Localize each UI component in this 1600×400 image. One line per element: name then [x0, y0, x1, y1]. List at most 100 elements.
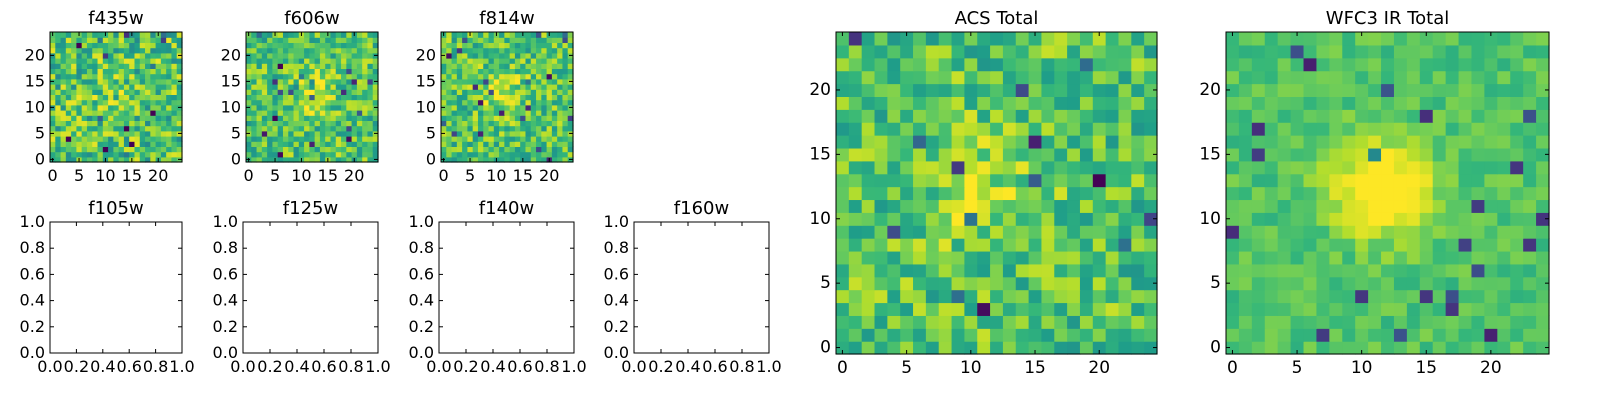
- heatmap-cell: [504, 141, 511, 147]
- heatmap-cell: [298, 136, 305, 142]
- heatmap-cell: [493, 120, 500, 127]
- heatmap-cell: [477, 99, 484, 106]
- heatmap-cell: [1523, 160, 1537, 175]
- x-tick-label: 0.4: [90, 357, 115, 376]
- heatmap-cell: [1079, 122, 1094, 136]
- heatmap-cell: [1264, 186, 1279, 201]
- heatmap-cell: [541, 110, 548, 116]
- heatmap-cell: [118, 136, 125, 142]
- heatmap-cell: [246, 73, 252, 80]
- heatmap-cell: [456, 73, 463, 80]
- heatmap-cell: [1316, 83, 1330, 97]
- heatmap-cell: [887, 173, 901, 188]
- heatmap-cell: [293, 68, 300, 75]
- heatmap-cell: [1002, 160, 1017, 175]
- heatmap-cell: [874, 250, 888, 265]
- y-tick-label: 1.0: [604, 212, 629, 231]
- heatmap-cell: [277, 94, 284, 101]
- heatmap-cell: [102, 73, 109, 80]
- heatmap-cell: [272, 42, 279, 49]
- heatmap-cell: [65, 146, 72, 153]
- heatmap-cell: [330, 47, 337, 54]
- heatmap-cell: [525, 130, 532, 137]
- heatmap-cell: [1329, 109, 1343, 123]
- heatmap-cell: [551, 94, 558, 101]
- heatmap-cell: [160, 37, 167, 43]
- heatmap-cell: [1368, 83, 1382, 97]
- heatmap-cell: [874, 289, 888, 304]
- heatmap-cell: [977, 212, 991, 226]
- heatmap-cell: [848, 135, 863, 149]
- heatmap-cell: [964, 147, 978, 162]
- heatmap-cell: [1028, 315, 1043, 329]
- heatmap-cell: [1368, 302, 1382, 316]
- heatmap-cell: [76, 94, 83, 101]
- heatmap-cell: [92, 125, 99, 132]
- heatmap-cell: [1092, 341, 1107, 355]
- heatmap-cell: [76, 78, 83, 85]
- y-tick-label: 20: [25, 45, 45, 64]
- heatmap-cell: [1144, 70, 1158, 85]
- heatmap-cell: [134, 73, 141, 80]
- heatmap-cell: [277, 125, 284, 132]
- heatmap-cell: [55, 32, 62, 38]
- heatmap-cell: [446, 78, 453, 85]
- heatmap-cell: [351, 125, 358, 132]
- heatmap-cell: [176, 115, 183, 121]
- heatmap-cell: [261, 104, 268, 111]
- heatmap-cell: [1105, 57, 1120, 72]
- heatmap-cell: [55, 78, 62, 85]
- heatmap-cell: [81, 104, 88, 111]
- heatmap-cell: [1355, 328, 1369, 342]
- heatmap-cell: [97, 63, 104, 69]
- heatmap-cell: [964, 70, 978, 85]
- heatmap-cell: [145, 47, 151, 54]
- heatmap-cell: [139, 84, 146, 90]
- heatmap-cell: [557, 141, 564, 147]
- heatmap-cell: [836, 199, 850, 213]
- heatmap-cell: [330, 37, 337, 43]
- heatmap-cell: [1445, 109, 1460, 123]
- heatmap-cell: [493, 141, 500, 147]
- heatmap-cell: [1041, 341, 1055, 355]
- heatmap-cell: [451, 94, 458, 101]
- heatmap-cell: [1264, 160, 1279, 175]
- heatmap-cell: [1144, 173, 1158, 188]
- heatmap-cell: [102, 84, 109, 90]
- heatmap-cell: [65, 52, 72, 59]
- heatmap-cell: [160, 146, 167, 153]
- heatmap-cell: [118, 52, 125, 59]
- heatmap-cell: [1355, 44, 1369, 59]
- heatmap-cell: [288, 68, 295, 75]
- x-tick-label: 20: [539, 166, 559, 185]
- heatmap-cell: [150, 99, 157, 106]
- heatmap-cell: [477, 94, 484, 101]
- heatmap-cell: [1144, 57, 1158, 72]
- heatmap-cell: [1303, 302, 1318, 316]
- heatmap-cell: [1264, 109, 1279, 123]
- heatmap-cell: [282, 58, 289, 64]
- heatmap-cell: [65, 68, 72, 75]
- heatmap-cell: [356, 130, 363, 137]
- heatmap-cell: [483, 47, 490, 54]
- heatmap-cell: [938, 135, 953, 149]
- heatmap-cell: [1238, 328, 1253, 342]
- heatmap-cell: [836, 225, 850, 239]
- heatmap-cell: [251, 151, 258, 158]
- heatmap-cell: [1238, 276, 1253, 291]
- heatmap-cell: [351, 84, 358, 90]
- heatmap-cell: [1251, 135, 1266, 149]
- heatmap-cell: [1471, 225, 1485, 239]
- heatmap-cell: [1471, 83, 1485, 97]
- heatmap-cell: [1536, 57, 1550, 72]
- heatmap-cell: [1054, 250, 1068, 265]
- heatmap-cell: [330, 68, 337, 75]
- heatmap-cell: [1432, 147, 1447, 162]
- heatmap-cell: [887, 83, 901, 97]
- heatmap-cell: [477, 68, 484, 75]
- heatmap-cell: [362, 115, 369, 121]
- heatmap-cell: [562, 151, 569, 158]
- heatmap-cell: [282, 42, 289, 49]
- heatmap-cell: [86, 120, 93, 127]
- heatmap-cell: [887, 289, 901, 304]
